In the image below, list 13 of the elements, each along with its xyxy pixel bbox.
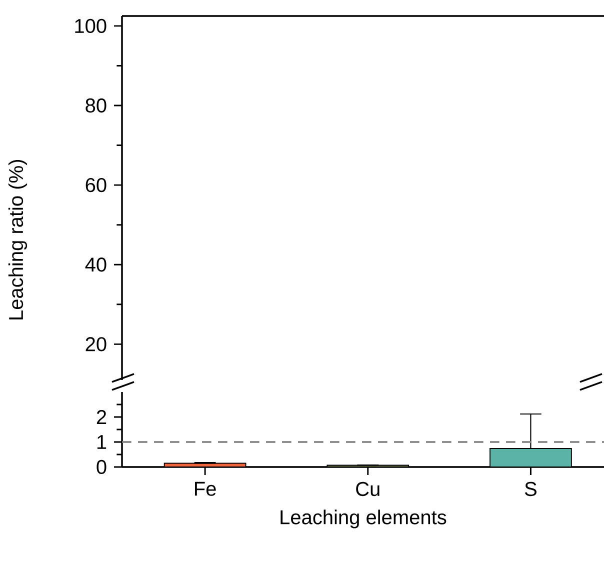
y-tick-label: 1 — [97, 435, 106, 449]
y-tick-label: 40 — [85, 258, 106, 272]
y-tick-label: 100 — [75, 18, 106, 34]
x-tick-label: Fe — [195, 482, 216, 496]
x-tick-label: S — [524, 482, 536, 496]
y-tick-label: 80 — [86, 98, 106, 113]
x-tick-label: Cu — [356, 482, 380, 496]
x-axis-title: Leaching elements — [280, 510, 446, 528]
y-tick-label: 2 — [96, 410, 106, 424]
y-tick-label: 60 — [86, 178, 106, 192]
y-tick-label: 0 — [96, 460, 106, 474]
y-tick-label: 20 — [86, 337, 106, 352]
y-axis-title: Leaching ratio (%) — [8, 160, 28, 320]
